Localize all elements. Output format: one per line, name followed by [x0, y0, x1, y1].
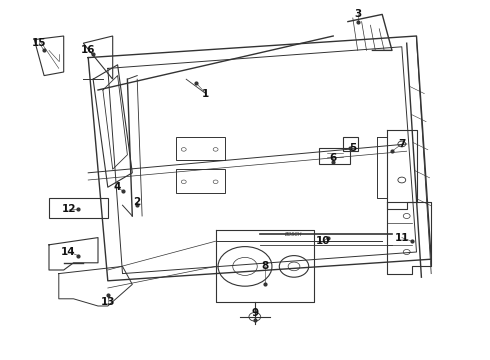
Text: 9: 9	[251, 308, 258, 318]
Text: 8: 8	[261, 261, 268, 271]
Bar	[176, 169, 225, 193]
Text: 14: 14	[61, 247, 76, 257]
Text: 11: 11	[394, 233, 409, 243]
Text: 13: 13	[100, 297, 115, 307]
Bar	[49, 198, 108, 218]
Text: 15: 15	[32, 38, 47, 48]
Bar	[318, 148, 350, 164]
Text: 3: 3	[354, 9, 361, 19]
Bar	[176, 137, 225, 160]
Text: 2: 2	[134, 197, 141, 207]
Text: BOSCH: BOSCH	[285, 232, 303, 237]
Text: 6: 6	[330, 153, 337, 163]
Text: 1: 1	[202, 89, 209, 99]
Text: 5: 5	[349, 143, 356, 153]
Text: 12: 12	[61, 204, 76, 214]
Text: 16: 16	[81, 45, 96, 55]
Text: 4: 4	[114, 182, 122, 192]
Text: 7: 7	[398, 139, 406, 149]
Bar	[343, 137, 358, 151]
Text: 10: 10	[316, 236, 331, 246]
